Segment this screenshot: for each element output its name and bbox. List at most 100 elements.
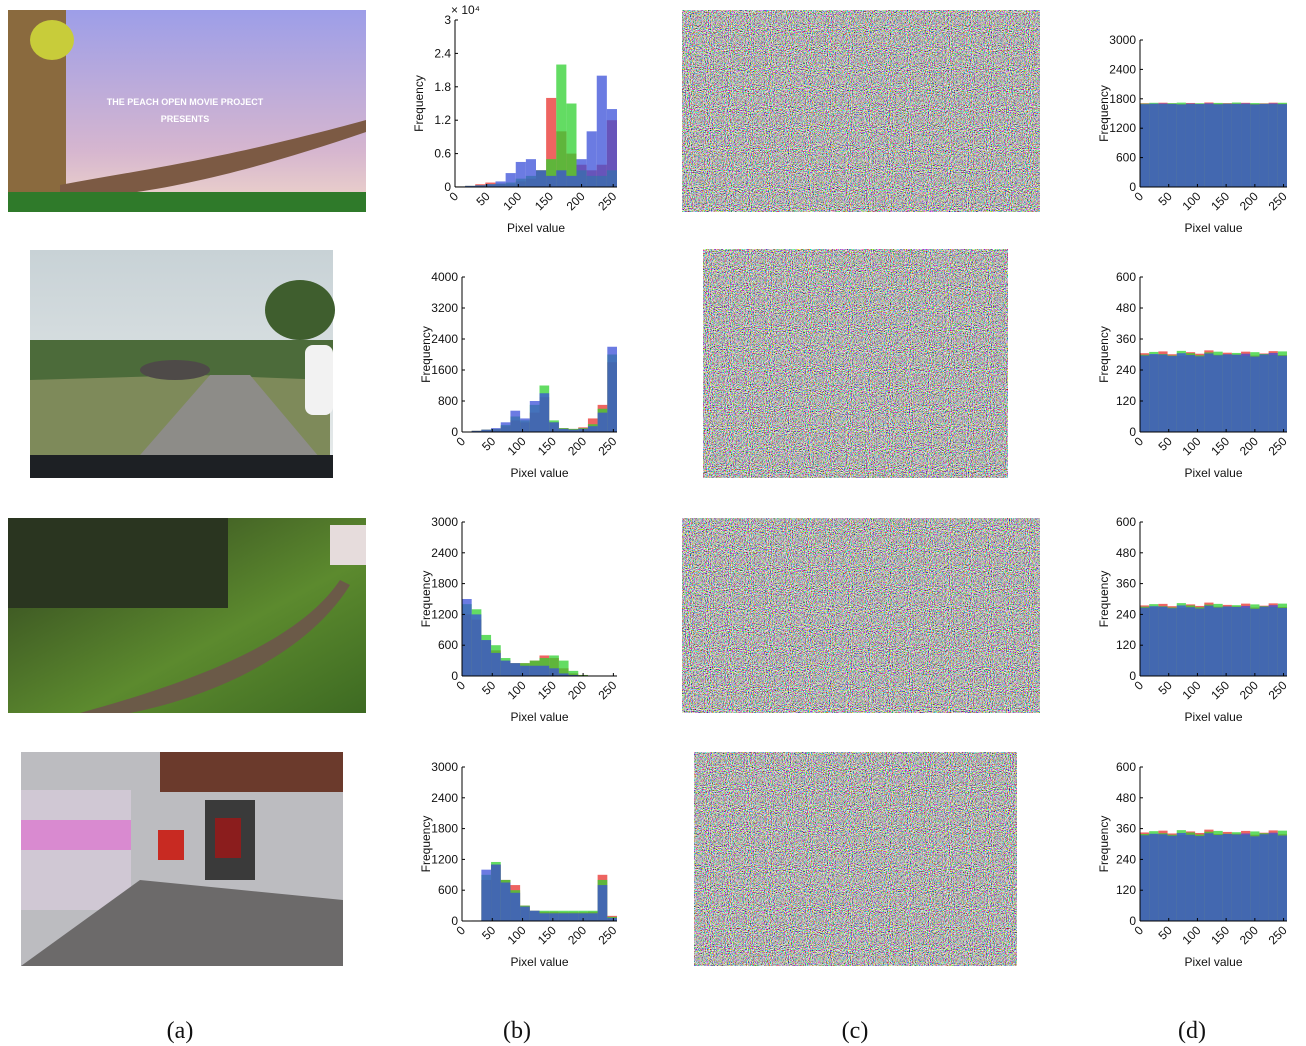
y-tick-label: 1.8 (434, 80, 451, 94)
histogram-bar (501, 883, 511, 922)
histogram-bar (556, 170, 566, 187)
histogram-bar (1158, 103, 1167, 187)
histogram-bar (496, 181, 506, 187)
y-tick-label: 2.4 (434, 46, 451, 60)
x-axis-label: Pixel value (1184, 955, 1242, 969)
x-tick-label: 0 (1131, 189, 1146, 204)
histogram-bar (1278, 608, 1287, 676)
y-tick-label: 1800 (431, 822, 458, 836)
histogram-bar (1259, 607, 1268, 676)
x-tick-label: 50 (473, 189, 493, 209)
histogram-bar (540, 393, 550, 432)
x-tick-label: 150 (1208, 189, 1232, 213)
y-tick-label: 1800 (1109, 92, 1136, 106)
x-tick-label: 250 (595, 189, 619, 213)
x-tick-label: 0 (453, 434, 468, 449)
histogram-bar (491, 653, 501, 676)
histogram-bar (1223, 104, 1232, 187)
y-tick-label: 240 (1116, 363, 1136, 377)
x-tick-label: 0 (1131, 434, 1146, 449)
histogram-bar (598, 885, 608, 921)
histogram-bar (520, 418, 530, 432)
y-tick-label: 800 (438, 394, 458, 408)
y-tick-label: 1.2 (434, 113, 451, 127)
histogram-bar (1195, 356, 1204, 432)
histogram-bar (1149, 104, 1158, 187)
histogram-bar (1250, 104, 1259, 187)
histogram-bar (1149, 354, 1158, 432)
histogram-bar (1168, 836, 1177, 921)
histogram-bar (1177, 833, 1186, 921)
cipher-image (682, 518, 1040, 713)
y-tick-label: 360 (1116, 577, 1136, 591)
x-tick-label: 250 (595, 434, 619, 458)
histogram-bar (1177, 353, 1186, 432)
y-axis-label: Frequency (1097, 571, 1111, 628)
x-tick-label: 200 (1237, 189, 1261, 213)
histogram-bar (1186, 835, 1195, 921)
histogram-bar (1259, 355, 1268, 433)
x-axis-label: Pixel value (510, 955, 568, 969)
histogram-bar (549, 668, 559, 676)
x-tick-label: 250 (1266, 189, 1290, 213)
y-axis-label: Frequency (1097, 816, 1111, 873)
x-tick-label: 0 (1131, 678, 1146, 693)
histogram-bar (1214, 355, 1223, 432)
x-axis-label: Pixel value (1184, 221, 1242, 235)
histogram-bar (1241, 606, 1250, 676)
x-tick-label: 150 (535, 923, 559, 947)
x-axis-label: Pixel value (510, 710, 568, 724)
y-tick-label: 120 (1116, 883, 1136, 897)
histogram-bar (1241, 354, 1250, 432)
histogram-bar (549, 913, 559, 921)
histogram-bar (546, 176, 556, 187)
histogram-bar (540, 666, 550, 676)
y-tick-label: 600 (438, 638, 458, 652)
histogram-bar (1214, 607, 1223, 676)
histogram-bar (526, 159, 536, 187)
y-axis-label: Frequency (412, 75, 426, 132)
histogram-bar (597, 76, 607, 187)
histogram-bar (501, 422, 511, 432)
histogram-bar (481, 870, 491, 921)
histogram-bar (1186, 607, 1195, 676)
y-tick-label: 600 (1116, 515, 1136, 529)
cipher-image (694, 752, 1017, 966)
histogram-bar (1140, 835, 1149, 921)
x-tick-label: 200 (565, 678, 589, 702)
histogram-bar (588, 426, 598, 432)
histogram-bar (1259, 834, 1268, 921)
x-tick-label: 150 (1208, 923, 1232, 947)
x-tick-label: 200 (1237, 678, 1261, 702)
histogram-bar (1241, 833, 1250, 921)
x-tick-label: 0 (446, 189, 461, 204)
cipher-image (682, 10, 1040, 212)
svg-text:THE PEACH OPEN MOVIE PROJECT: THE PEACH OPEN MOVIE PROJECT (107, 97, 264, 107)
histogram-bar (510, 411, 520, 432)
histogram-bar (1278, 836, 1287, 921)
histogram-bar (516, 162, 526, 187)
histogram-bar (566, 104, 576, 188)
histogram-bar (1223, 606, 1232, 676)
y-tick-label: 360 (1116, 822, 1136, 836)
x-tick-label: 100 (1179, 434, 1203, 458)
histogram-bar (1149, 606, 1158, 676)
histogram-bar (1241, 103, 1250, 187)
y-tick-label: 3000 (1109, 33, 1136, 47)
y-tick-label: 240 (1116, 607, 1136, 621)
histogram-bar (1168, 356, 1177, 432)
x-axis-label: Pixel value (1184, 466, 1242, 480)
x-tick-label: 250 (595, 678, 619, 702)
x-tick-label: 50 (1155, 678, 1175, 698)
x-tick-label: 100 (1179, 923, 1203, 947)
source-image (8, 518, 366, 713)
histogram-bar (1195, 608, 1204, 676)
histogram-bar (1223, 354, 1232, 432)
figure-canvas: THE PEACH OPEN MOVIE PROJECT PRESENTS (a… (0, 0, 1306, 1046)
y-tick-label: 480 (1116, 791, 1136, 805)
histogram-bar (549, 422, 559, 432)
y-tick-label: 1200 (431, 607, 458, 621)
x-tick-label: 50 (479, 434, 499, 454)
x-tick-label: 50 (1155, 189, 1175, 209)
x-tick-label: 0 (453, 923, 468, 938)
